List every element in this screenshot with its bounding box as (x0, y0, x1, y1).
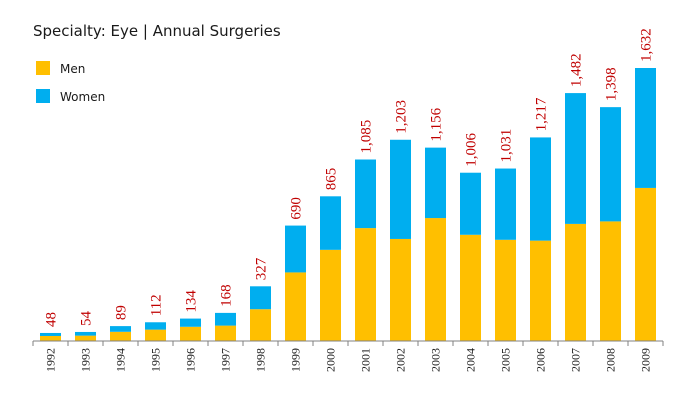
chart-title: Specialty: Eye | Annual Surgeries (33, 22, 281, 40)
bar-women-1997 (215, 312, 236, 326)
total-label-2001: 1,085 (359, 120, 375, 154)
bar-women-2001 (355, 159, 376, 229)
x-tick-label-1995: 1995 (149, 348, 163, 372)
x-tick-label-2004: 2004 (464, 348, 478, 372)
total-label-2000: 865 (324, 168, 340, 191)
bar-men-1994 (110, 331, 131, 341)
bar-women-2008 (600, 107, 621, 222)
bar-men-1999 (285, 272, 306, 341)
bar-women-1996 (180, 318, 201, 327)
bar-women-2000 (320, 196, 341, 250)
bar-women-2003 (425, 147, 446, 219)
bar-women-2005 (495, 168, 516, 240)
total-label-2008: 1,398 (604, 67, 620, 101)
total-label-2005: 1,031 (499, 129, 515, 163)
total-label-1997: 168 (219, 284, 235, 307)
bar-men-1998 (250, 309, 271, 341)
bar-men-2003 (425, 218, 446, 341)
bar-women-2009 (635, 68, 656, 188)
x-tick-label-1997: 1997 (219, 348, 233, 372)
x-tick-label-1993: 1993 (79, 348, 93, 372)
bar-men-2004 (460, 234, 481, 341)
bar-women-1995 (145, 322, 166, 330)
bar-men-2001 (355, 228, 376, 341)
bar-women-2002 (390, 139, 411, 239)
x-tick-label-2000: 2000 (324, 348, 338, 372)
bar-women-1998 (250, 286, 271, 310)
total-label-1995: 112 (149, 294, 165, 316)
legend: Men Women (36, 61, 105, 104)
x-tick-label-2003: 2003 (429, 348, 443, 372)
total-label-2003: 1,156 (429, 107, 445, 141)
total-label-2007: 1,482 (569, 53, 585, 87)
x-tick-label-2007: 2007 (569, 348, 583, 372)
x-ticks (32, 341, 664, 346)
bar-men-2006 (530, 240, 551, 341)
legend-swatch-men (36, 61, 50, 75)
bar-women-2006 (530, 137, 551, 241)
legend-label-men: Men (60, 62, 85, 76)
x-tick-label-2006: 2006 (534, 348, 548, 372)
total-label-1992: 48 (44, 312, 60, 327)
x-tick-label-2005: 2005 (499, 348, 513, 372)
x-tick-label-2001: 2001 (359, 348, 373, 372)
legend-swatch-women (36, 89, 50, 103)
bar-women-2004 (460, 172, 481, 235)
x-tick-label-1996: 1996 (184, 348, 198, 372)
bar-women-2007 (565, 93, 586, 224)
x-tick-label-2009: 2009 (639, 348, 653, 372)
x-tick-label-1994: 1994 (114, 348, 128, 372)
x-tick-label-1999: 1999 (289, 348, 303, 372)
bar-women-1992 (40, 332, 61, 336)
bar-men-2002 (390, 238, 411, 341)
bar-women-1994 (110, 326, 131, 332)
total-label-2004: 1,006 (464, 132, 480, 166)
total-label-1998: 327 (254, 257, 270, 280)
bar-men-1997 (215, 325, 236, 341)
bar-women-1999 (285, 225, 306, 273)
x-tick-label-1998: 1998 (254, 348, 268, 372)
bar-men-2005 (495, 239, 516, 341)
total-label-1994: 89 (114, 305, 130, 320)
total-label-2002: 1,203 (394, 100, 410, 134)
x-tick-labels: 1992 1993 1994 1995 1996 1997 1998 1999 2000 2001… (44, 348, 653, 372)
total-label-1993: 54 (79, 310, 95, 326)
bar-men-1995 (145, 329, 166, 341)
total-label-2009: 1,632 (639, 28, 655, 62)
bar-men-2000 (320, 249, 341, 341)
total-label-1999: 690 (289, 197, 305, 220)
x-tick-label-2002: 2002 (394, 348, 408, 372)
bar-men-1992 (40, 335, 61, 341)
x-tick-label-1992: 1992 (44, 348, 58, 372)
total-labels: 48 54 89 112 134 168 327 690 865 1,085 1,203 1,156 1… (44, 28, 655, 327)
total-label-2006: 1,217 (534, 97, 550, 131)
bar-women-1993 (75, 331, 96, 336)
bar-men-2007 (565, 223, 586, 341)
legend-label-women: Women (60, 90, 105, 104)
bar-men-1996 (180, 326, 201, 341)
bar-men-2009 (635, 187, 656, 341)
bar-men-2008 (600, 221, 621, 341)
total-label-1996: 134 (184, 290, 200, 313)
bars (40, 68, 656, 341)
bar-men-1993 (75, 335, 96, 341)
x-tick-label-2008: 2008 (604, 348, 618, 372)
